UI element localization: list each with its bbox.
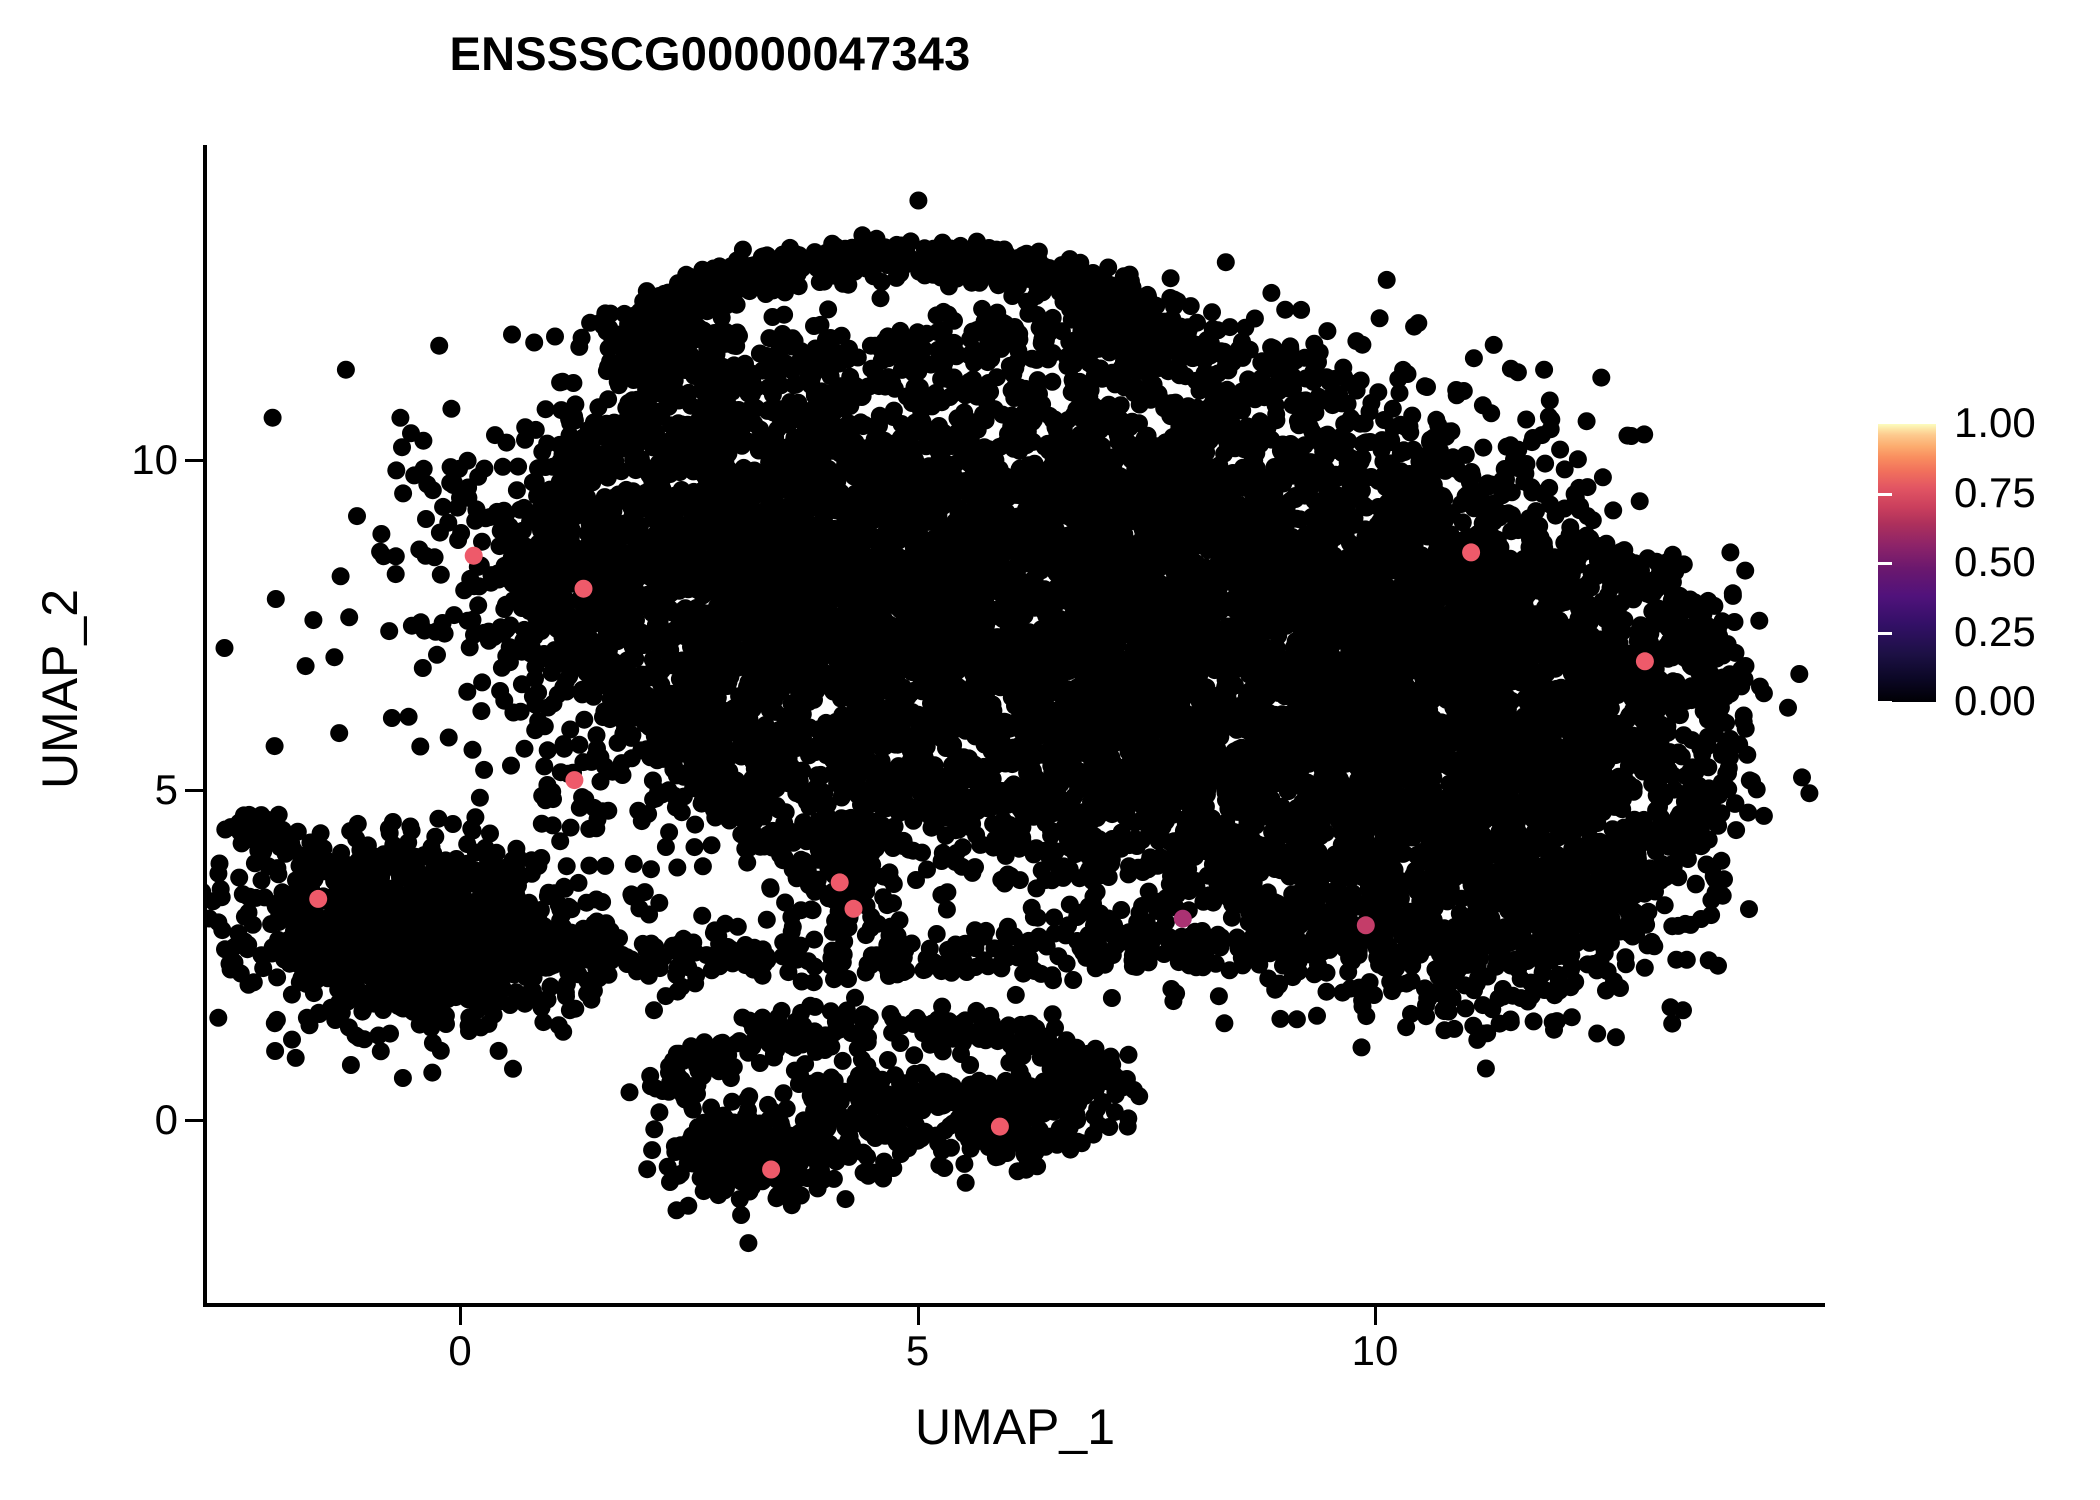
highlighted-point	[830, 873, 849, 892]
x-tick-label: 0	[448, 1327, 472, 1374]
highlighted-point	[565, 771, 584, 790]
colorbar-tick-label: 0.50	[1954, 538, 2036, 585]
x-axis-title: UMAP_1	[914, 1399, 1116, 1455]
y-tick-label: 10	[131, 436, 178, 483]
plot-panel	[205, 145, 1825, 1305]
highlighted-point	[762, 1160, 781, 1179]
x-tick-mark	[1374, 1307, 1377, 1325]
colorbar-tick-label: 0.75	[1954, 468, 2036, 516]
y-tick-label: 5	[154, 766, 178, 813]
y-tick-mark	[185, 459, 203, 462]
colorbar-tick	[1878, 562, 1892, 565]
y-tick-mark	[185, 789, 203, 792]
highlighted-point	[464, 546, 483, 565]
highlighted-point	[990, 1117, 1009, 1136]
highlighted-point	[844, 899, 863, 918]
colorbar-tick	[1878, 631, 1892, 635]
page-title: ENSSSCG00000047343	[449, 27, 971, 80]
colorbar-legend: 1.00 0.75 0.50 0.25 0.00	[1878, 402, 2078, 722]
colorbar-tick	[2064, 562, 2078, 565]
x-tick-mark	[916, 1307, 920, 1325]
y-tick-label: 0	[154, 1096, 178, 1143]
highlighted-point	[574, 579, 593, 598]
highlighted-point	[309, 889, 328, 908]
x-tick-label: 5	[905, 1327, 930, 1374]
highlighted-point	[1462, 543, 1481, 562]
colorbar-tick	[2064, 701, 2078, 704]
y-axis-line	[203, 145, 207, 1307]
colorbar-tick	[2064, 631, 2078, 635]
highlighted-point	[1173, 909, 1192, 928]
y-tick-mark	[185, 1119, 203, 1122]
colorbar-tick	[1878, 701, 1892, 704]
colorbar-tick	[2064, 492, 2078, 496]
y-axis-title: UMAP_2	[32, 588, 88, 790]
colorbar-tick-label: 0.00	[1954, 677, 2036, 724]
x-axis-line	[203, 1303, 1825, 1307]
x-tick-label: 10	[1351, 1327, 1399, 1374]
highlighted-point	[1356, 916, 1375, 935]
colorbar-tick	[1878, 492, 1892, 496]
scatter-points-layer	[205, 191, 1819, 1253]
x-tick-mark	[459, 1307, 462, 1325]
colorbar-tick-label: 1.00	[1954, 399, 2036, 446]
y-axis-tick-labels: 10 5 0	[48, 0, 178, 1500]
highlighted-point	[1635, 652, 1654, 671]
colorbar-tick-label: 0.25	[1954, 607, 2036, 655]
